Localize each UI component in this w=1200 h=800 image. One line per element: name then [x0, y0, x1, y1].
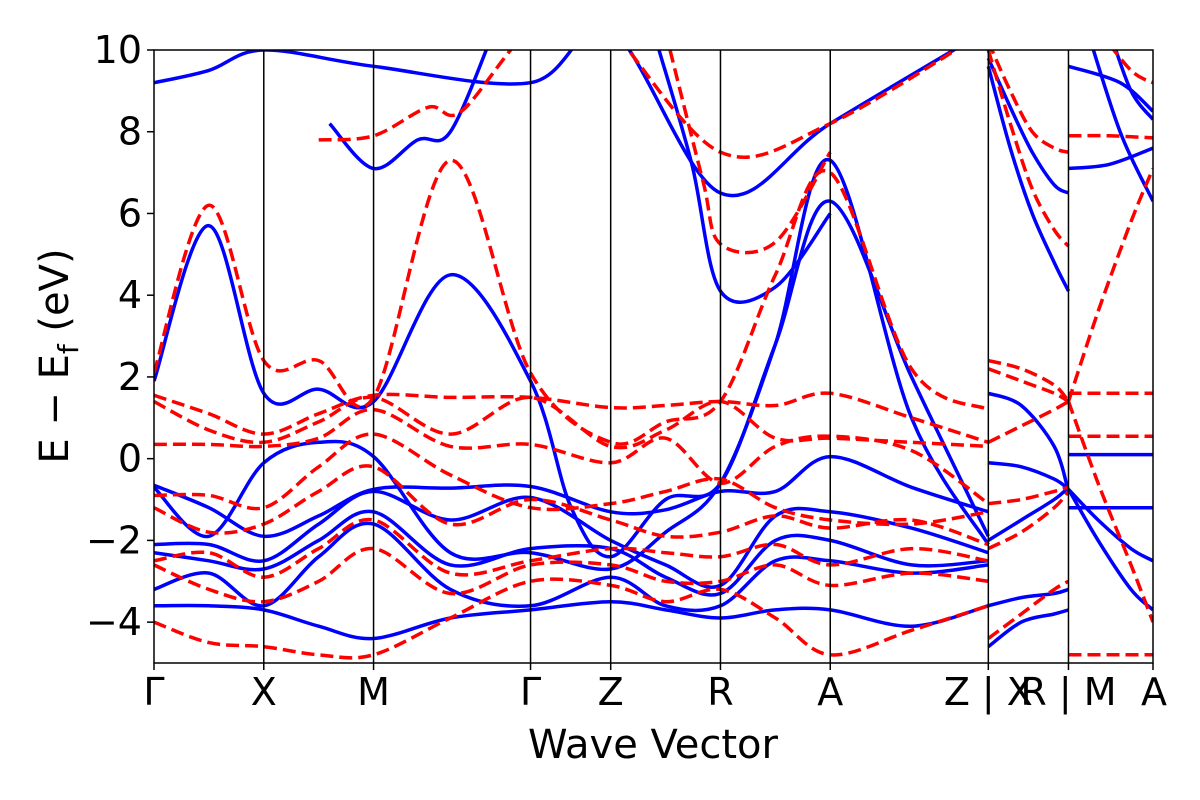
band-line-band-9 — [328, 50, 489, 171]
plot-frame — [153, 49, 1154, 664]
band-line-rp-red-4 — [987, 367, 1070, 404]
x-tick-label: M — [357, 670, 390, 714]
band-line-rp-blue-1 — [986, 57, 1070, 195]
y-axis-label-subscript: f — [52, 343, 85, 354]
x-tick-label: Γ — [143, 670, 164, 714]
band-line-rp-red-7 — [987, 490, 1070, 551]
band-line-mA-blue-3 — [1068, 146, 1153, 171]
y-tick-label: 2 — [118, 355, 142, 399]
y-tick-label: 4 — [118, 273, 142, 317]
x-tick-label: Z | X — [944, 670, 1033, 715]
band-line-rp-blue-4 — [988, 461, 1070, 491]
band-line-band-10 — [657, 50, 832, 304]
band-line-mA-red-5 — [1066, 400, 1153, 623]
y-axis-label: E − Ef (eV) — [32, 248, 85, 463]
band-line-mA-red-4 — [1066, 167, 1153, 403]
kpoint-separators — [263, 50, 1070, 663]
band-line-rp-red-2 — [986, 50, 1070, 248]
y-axis-label-unit: (eV) — [32, 248, 78, 344]
band-line-mA-blue-8 — [1067, 64, 1153, 113]
band-line-band-6 — [154, 521, 989, 613]
band-line-rp-red-6 — [988, 485, 1069, 506]
band-line-rp-blue-5 — [987, 485, 1070, 542]
x-tick-label: R — [707, 670, 733, 714]
y-tick-label: 8 — [118, 110, 142, 154]
band-line-rp-red-3 — [987, 358, 1070, 403]
x-tick-label: Γ — [520, 670, 541, 714]
band-line-rp-blue-7 — [987, 608, 1069, 649]
y-tick-label: 6 — [118, 191, 142, 235]
x-tick-label: Z — [598, 670, 624, 714]
band-line-rp-red-5 — [987, 399, 1070, 444]
band-line-rp-blue-3 — [987, 391, 1071, 492]
band-line-rp-blue-2 — [986, 65, 1071, 292]
y-tick-label: 0 — [118, 437, 142, 481]
band-line-mA-blue-4 — [1067, 488, 1153, 563]
x-axis-ticks: Γ X M Γ Z R A Z | XR | M A — [143, 663, 1167, 715]
y-tick-label: −2 — [86, 518, 142, 562]
band-line-band-20 — [318, 50, 959, 159]
band-line-mA-red-3 — [1068, 133, 1153, 140]
x-tick-label: A — [817, 670, 843, 714]
band-line-rp-blue-6 — [987, 587, 1070, 608]
band-line-rp-red-8 — [987, 579, 1070, 640]
band-line-band-2 — [154, 158, 990, 572]
x-tick-label: A — [1141, 670, 1167, 714]
y-tick-label: −4 — [86, 600, 142, 644]
y-axis-ticks: −4 −2 0 2 4 6 8 10 — [86, 28, 154, 644]
x-tick-label: X — [251, 670, 277, 714]
x-tick-label: R | M — [1020, 670, 1116, 715]
x-axis-label: Wave Vector — [528, 722, 779, 768]
band-line-rp-red-1 — [990, 50, 1069, 154]
y-axis-label-main: E − E — [32, 354, 78, 464]
y-tick-label: 10 — [94, 28, 142, 72]
